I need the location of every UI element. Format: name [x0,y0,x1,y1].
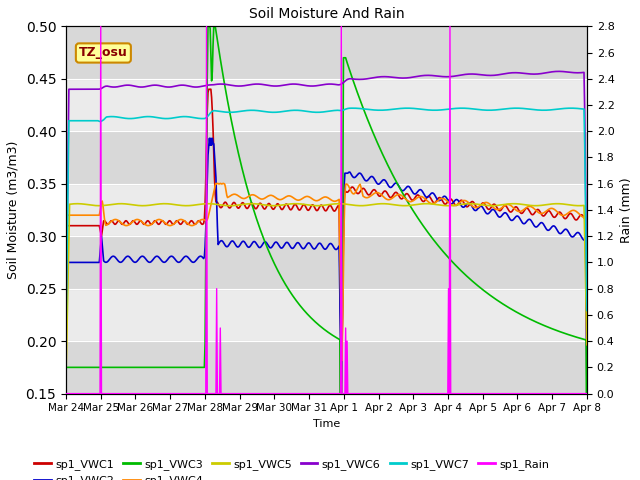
Y-axis label: Rain (mm): Rain (mm) [620,177,633,243]
Legend: sp1_VWC1, sp1_VWC2, sp1_VWC3, sp1_VWC4, sp1_VWC5, sp1_VWC6, sp1_VWC7, sp1_Rain: sp1_VWC1, sp1_VWC2, sp1_VWC3, sp1_VWC4, … [30,455,554,480]
Text: TZ_osu: TZ_osu [79,47,128,60]
Bar [66,131,587,184]
X-axis label: Time: Time [313,419,340,429]
Bar [66,341,587,394]
Y-axis label: Soil Moisture (m3/m3): Soil Moisture (m3/m3) [7,141,20,279]
Bar [66,236,587,288]
Title: Soil Moisture And Rain: Soil Moisture And Rain [248,7,404,21]
Bar [66,26,587,79]
